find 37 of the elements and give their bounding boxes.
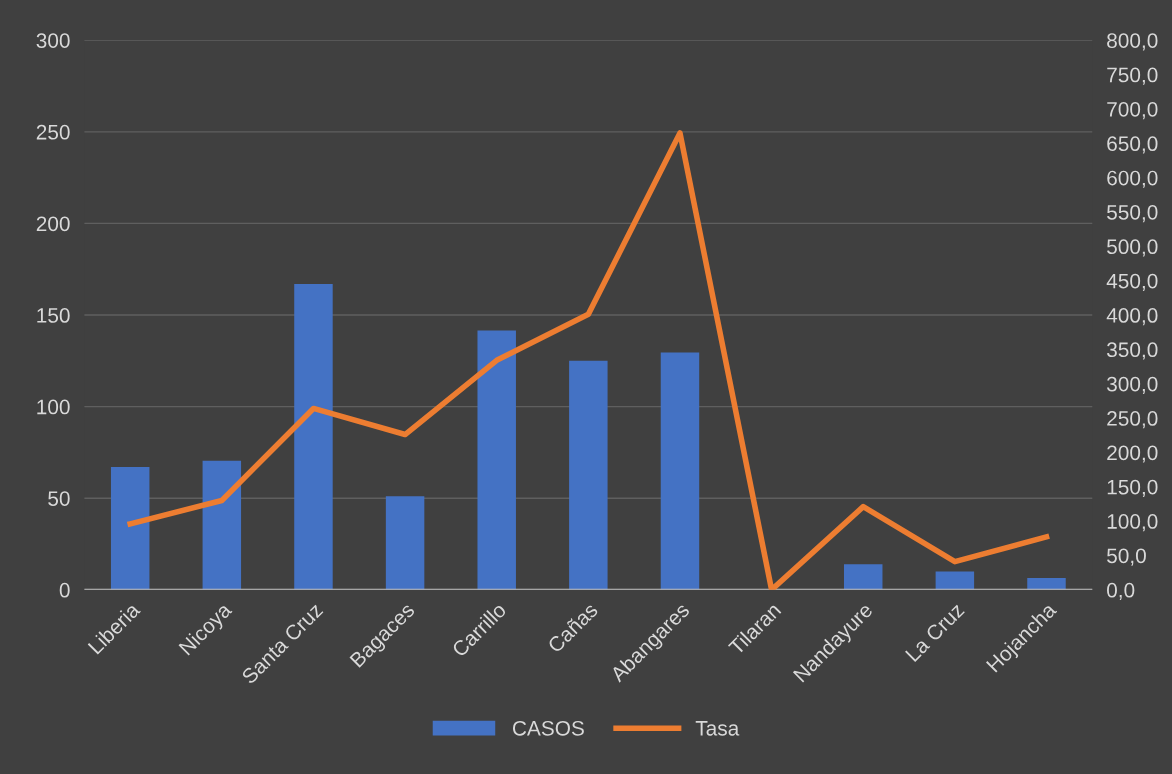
legend-label: CASOS: [512, 720, 584, 736]
y2-tick-label: 550,0: [1107, 204, 1158, 223]
y-tick-label: 300: [36, 33, 70, 48]
y2-tick-label: 400,0: [1106, 308, 1158, 326]
bar: [569, 360, 608, 590]
y2-tick-label: 650,0: [1107, 136, 1158, 154]
y2-tick-label: 700,0: [1107, 101, 1158, 120]
y2-tick-label: 500,0: [1107, 239, 1158, 257]
y2-tick-label: 750,0: [1107, 67, 1158, 85]
y2-tick-label: 200,0: [1107, 445, 1158, 463]
y-tick-label: 0: [59, 582, 70, 598]
y2-tick-label: 50,0: [1107, 548, 1146, 566]
y2-tick-label: 0,0: [1107, 582, 1135, 600]
y2-tick-label: 450,0: [1106, 273, 1158, 291]
bar: [477, 330, 516, 590]
y-tick-label: 150: [37, 308, 70, 323]
bar: [1027, 577, 1066, 590]
bar: [935, 571, 975, 590]
bar: [294, 283, 333, 590]
y2-tick-label: 350,0: [1106, 342, 1158, 360]
y2-tick-label: 100,0: [1107, 514, 1158, 532]
x-tick-label: La Cruz: [904, 602, 965, 663]
y-tick-label: 50: [48, 491, 70, 506]
y-tick-label: 250: [36, 124, 70, 140]
y-tick-label: 200: [36, 216, 70, 232]
y2-tick-label: 800,0: [1107, 33, 1158, 51]
y2-tick-label: 150,0: [1107, 479, 1158, 497]
y2-tick-label: 300,0: [1106, 376, 1158, 394]
y2-tick-label: 250,0: [1107, 411, 1158, 429]
y2-tick-label: 600,0: [1107, 170, 1158, 188]
y-tick-label: 100: [37, 399, 70, 415]
bar: [843, 564, 883, 590]
bar: [660, 352, 700, 590]
bar: [385, 496, 425, 590]
bar: [202, 460, 242, 590]
bar: [110, 467, 150, 590]
legend-label: Tasa: [695, 721, 740, 736]
